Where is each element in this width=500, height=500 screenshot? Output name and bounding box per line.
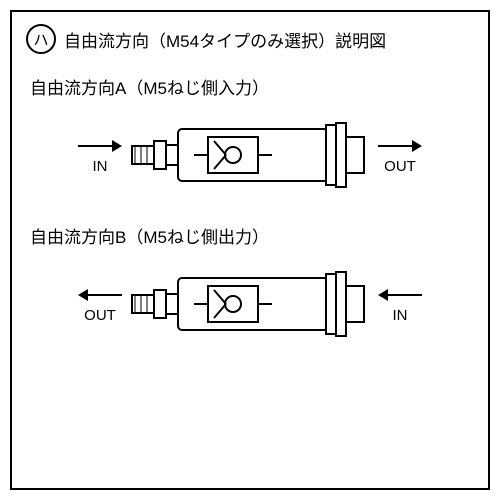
diagram-title: 自由流方向（M54タイプのみ選択）説明図: [64, 27, 386, 52]
in-label: IN: [393, 307, 408, 324]
section-b-row: OUT IN: [26, 254, 474, 354]
arrow-right-icon: [76, 136, 124, 156]
page: ハ 自由流方向（M54タイプのみ選択）説明図 自由流方向A（M5ねじ側入力） I…: [0, 0, 500, 500]
section-a-left: IN: [76, 136, 124, 175]
section-b-label: 自由流方向B（M5ねじ側出力）: [30, 223, 474, 248]
section-b-left: OUT: [76, 285, 124, 324]
arrow-left-icon: [376, 285, 424, 305]
pneumatic-part-a: [130, 105, 370, 205]
header: ハ 自由流方向（M54タイプのみ選択）説明図: [26, 24, 474, 54]
frame: ハ 自由流方向（M54タイプのみ選択）説明図 自由流方向A（M5ねじ側入力） I…: [10, 10, 490, 490]
section-a-label: 自由流方向A（M5ねじ側入力）: [30, 74, 474, 99]
arrow-right-icon: [376, 136, 424, 156]
out-label: OUT: [384, 158, 416, 175]
circle-label: ハ: [26, 24, 56, 54]
in-label: IN: [93, 158, 108, 175]
section-a-row: IN OUT: [26, 105, 474, 205]
section-b-right: IN: [376, 285, 424, 324]
out-label: OUT: [84, 307, 116, 324]
section-a-right: OUT: [376, 136, 424, 175]
pneumatic-part-b: [130, 254, 370, 354]
arrow-left-icon: [76, 285, 124, 305]
